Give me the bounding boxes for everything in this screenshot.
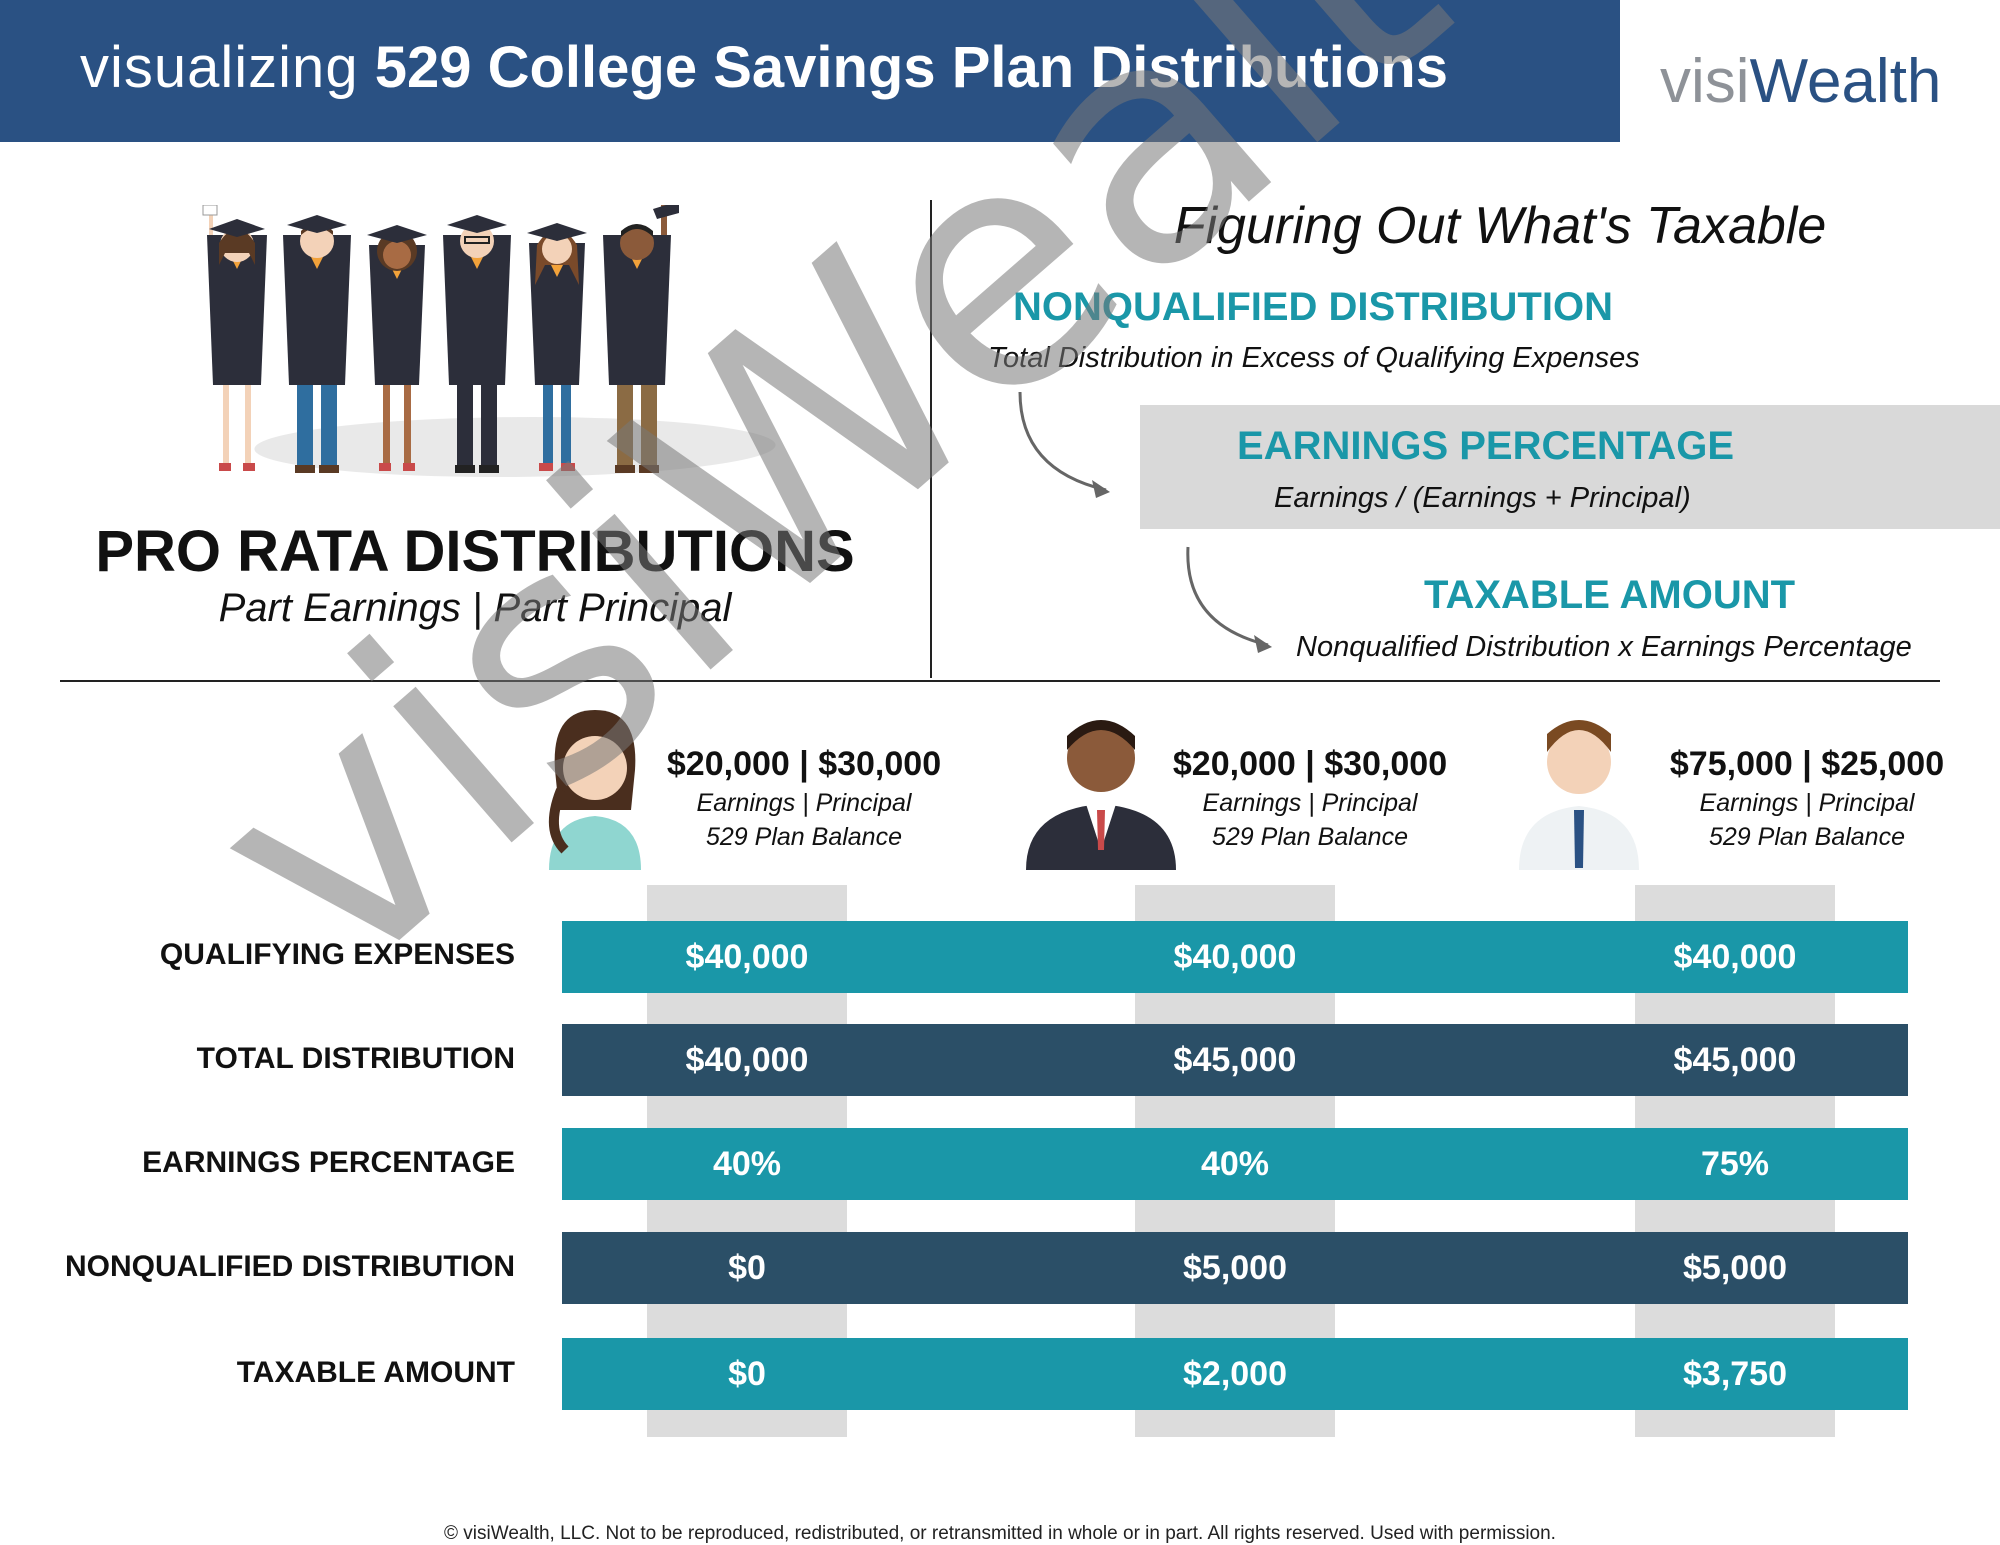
table-row: $40,000 $40,000 $40,000	[562, 921, 1908, 993]
graduates-group-icon	[195, 195, 793, 485]
step-heading: TAXABLE AMOUNT	[1424, 573, 1796, 617]
page-title: visualizing 529 College Savings Plan Dis…	[80, 34, 1448, 101]
title-bold: 529 College Savings Plan Distributions	[374, 35, 1448, 100]
table-cell: $0	[728, 1249, 766, 1287]
pro-rata-subtitle: Part Earnings | Part Principal	[218, 586, 732, 630]
table-cell: 75%	[1700, 1145, 1770, 1183]
person-label: Earnings | Principal	[1699, 789, 1915, 817]
earnings-percentage-band	[1140, 405, 2000, 529]
graduate-icon	[367, 225, 427, 471]
person-amounts: $20,000 | $30,000	[666, 745, 942, 783]
table-row: $0 $5,000 $5,000	[562, 1232, 1908, 1304]
person-label: Earnings | Principal	[1202, 789, 1418, 817]
table-row: 40% 40% 75%	[562, 1128, 1908, 1200]
vertical-divider	[930, 200, 932, 678]
copyright-footer: © visiWealth, LLC. Not to be reproduced,…	[444, 1523, 1556, 1544]
row-label: TOTAL DISTRIBUTION	[196, 1042, 515, 1075]
table-cell: $5,000	[1183, 1249, 1287, 1287]
step-description: Total Distribution in Excess of Qualifyi…	[988, 342, 1640, 374]
table-row: $0 $2,000 $3,750	[562, 1338, 1908, 1410]
table-cell: $40,000	[1173, 938, 1297, 976]
graduate-icon	[603, 205, 679, 473]
table-cell: 40%	[1200, 1145, 1270, 1183]
person-label: 529 Plan Balance	[706, 823, 902, 851]
row-label: QUALIFYING EXPENSES	[159, 938, 515, 971]
table-cell: $2,000	[1183, 1355, 1287, 1393]
woman-avatar-icon	[548, 710, 641, 870]
title-light: visualizing	[80, 35, 359, 100]
person-label: 529 Plan Balance	[1709, 823, 1905, 851]
row-label: TAXABLE AMOUNT	[236, 1356, 515, 1389]
brand-logo-blue: Wealth	[1749, 47, 1942, 116]
taxable-title: Figuring Out What's Taxable	[1173, 197, 1827, 255]
table-cell: 40%	[712, 1145, 782, 1183]
step-description: Earnings / (Earnings + Principal)	[1274, 482, 1691, 514]
row-label: NONQUALIFIED DISTRIBUTION	[65, 1250, 515, 1283]
step-heading: NONQUALIFIED DISTRIBUTION	[1013, 285, 1613, 329]
table-cell: $40,000	[685, 1041, 809, 1079]
table-cell: $40,000	[685, 938, 809, 976]
table-row: $40,000 $45,000 $45,000	[562, 1024, 1908, 1096]
man-tie-avatar-icon	[1519, 720, 1639, 870]
person-amounts: $75,000 | $25,000	[1669, 745, 1945, 783]
header-banner: visualizing 529 College Savings Plan Dis…	[0, 0, 1620, 142]
brand-logo-gray: visi	[1660, 47, 1750, 116]
curved-arrow-icon	[1018, 391, 1110, 498]
table-cell: $3,750	[1683, 1355, 1787, 1393]
table-cell: $45,000	[1173, 1041, 1297, 1079]
table-cell: $0	[728, 1355, 766, 1393]
person-label: 529 Plan Balance	[1212, 823, 1408, 851]
pro-rata-title: PRO RATA DISTRIBUTIONS	[95, 519, 855, 584]
graduate-icon	[202, 205, 267, 471]
table-cell: $45,000	[1673, 1041, 1797, 1079]
horizontal-divider	[60, 680, 1940, 682]
graduate-icon	[283, 215, 351, 473]
table-cell: $5,000	[1683, 1249, 1787, 1287]
step-description: Nonqualified Distribution x Earnings Per…	[1296, 631, 1912, 663]
graduate-icon	[443, 215, 511, 473]
graduate-icon	[527, 223, 587, 471]
man-suit-avatar-icon	[1026, 720, 1176, 870]
curved-arrow-icon	[1186, 546, 1272, 653]
brand-logo: visiWealth	[1660, 46, 1941, 117]
table-cell: $40,000	[1673, 938, 1797, 976]
person-amounts: $20,000 | $30,000	[1172, 745, 1448, 783]
person-label: Earnings | Principal	[696, 789, 912, 817]
step-heading: EARNINGS PERCENTAGE	[1237, 424, 1735, 468]
row-label: EARNINGS PERCENTAGE	[142, 1146, 515, 1179]
